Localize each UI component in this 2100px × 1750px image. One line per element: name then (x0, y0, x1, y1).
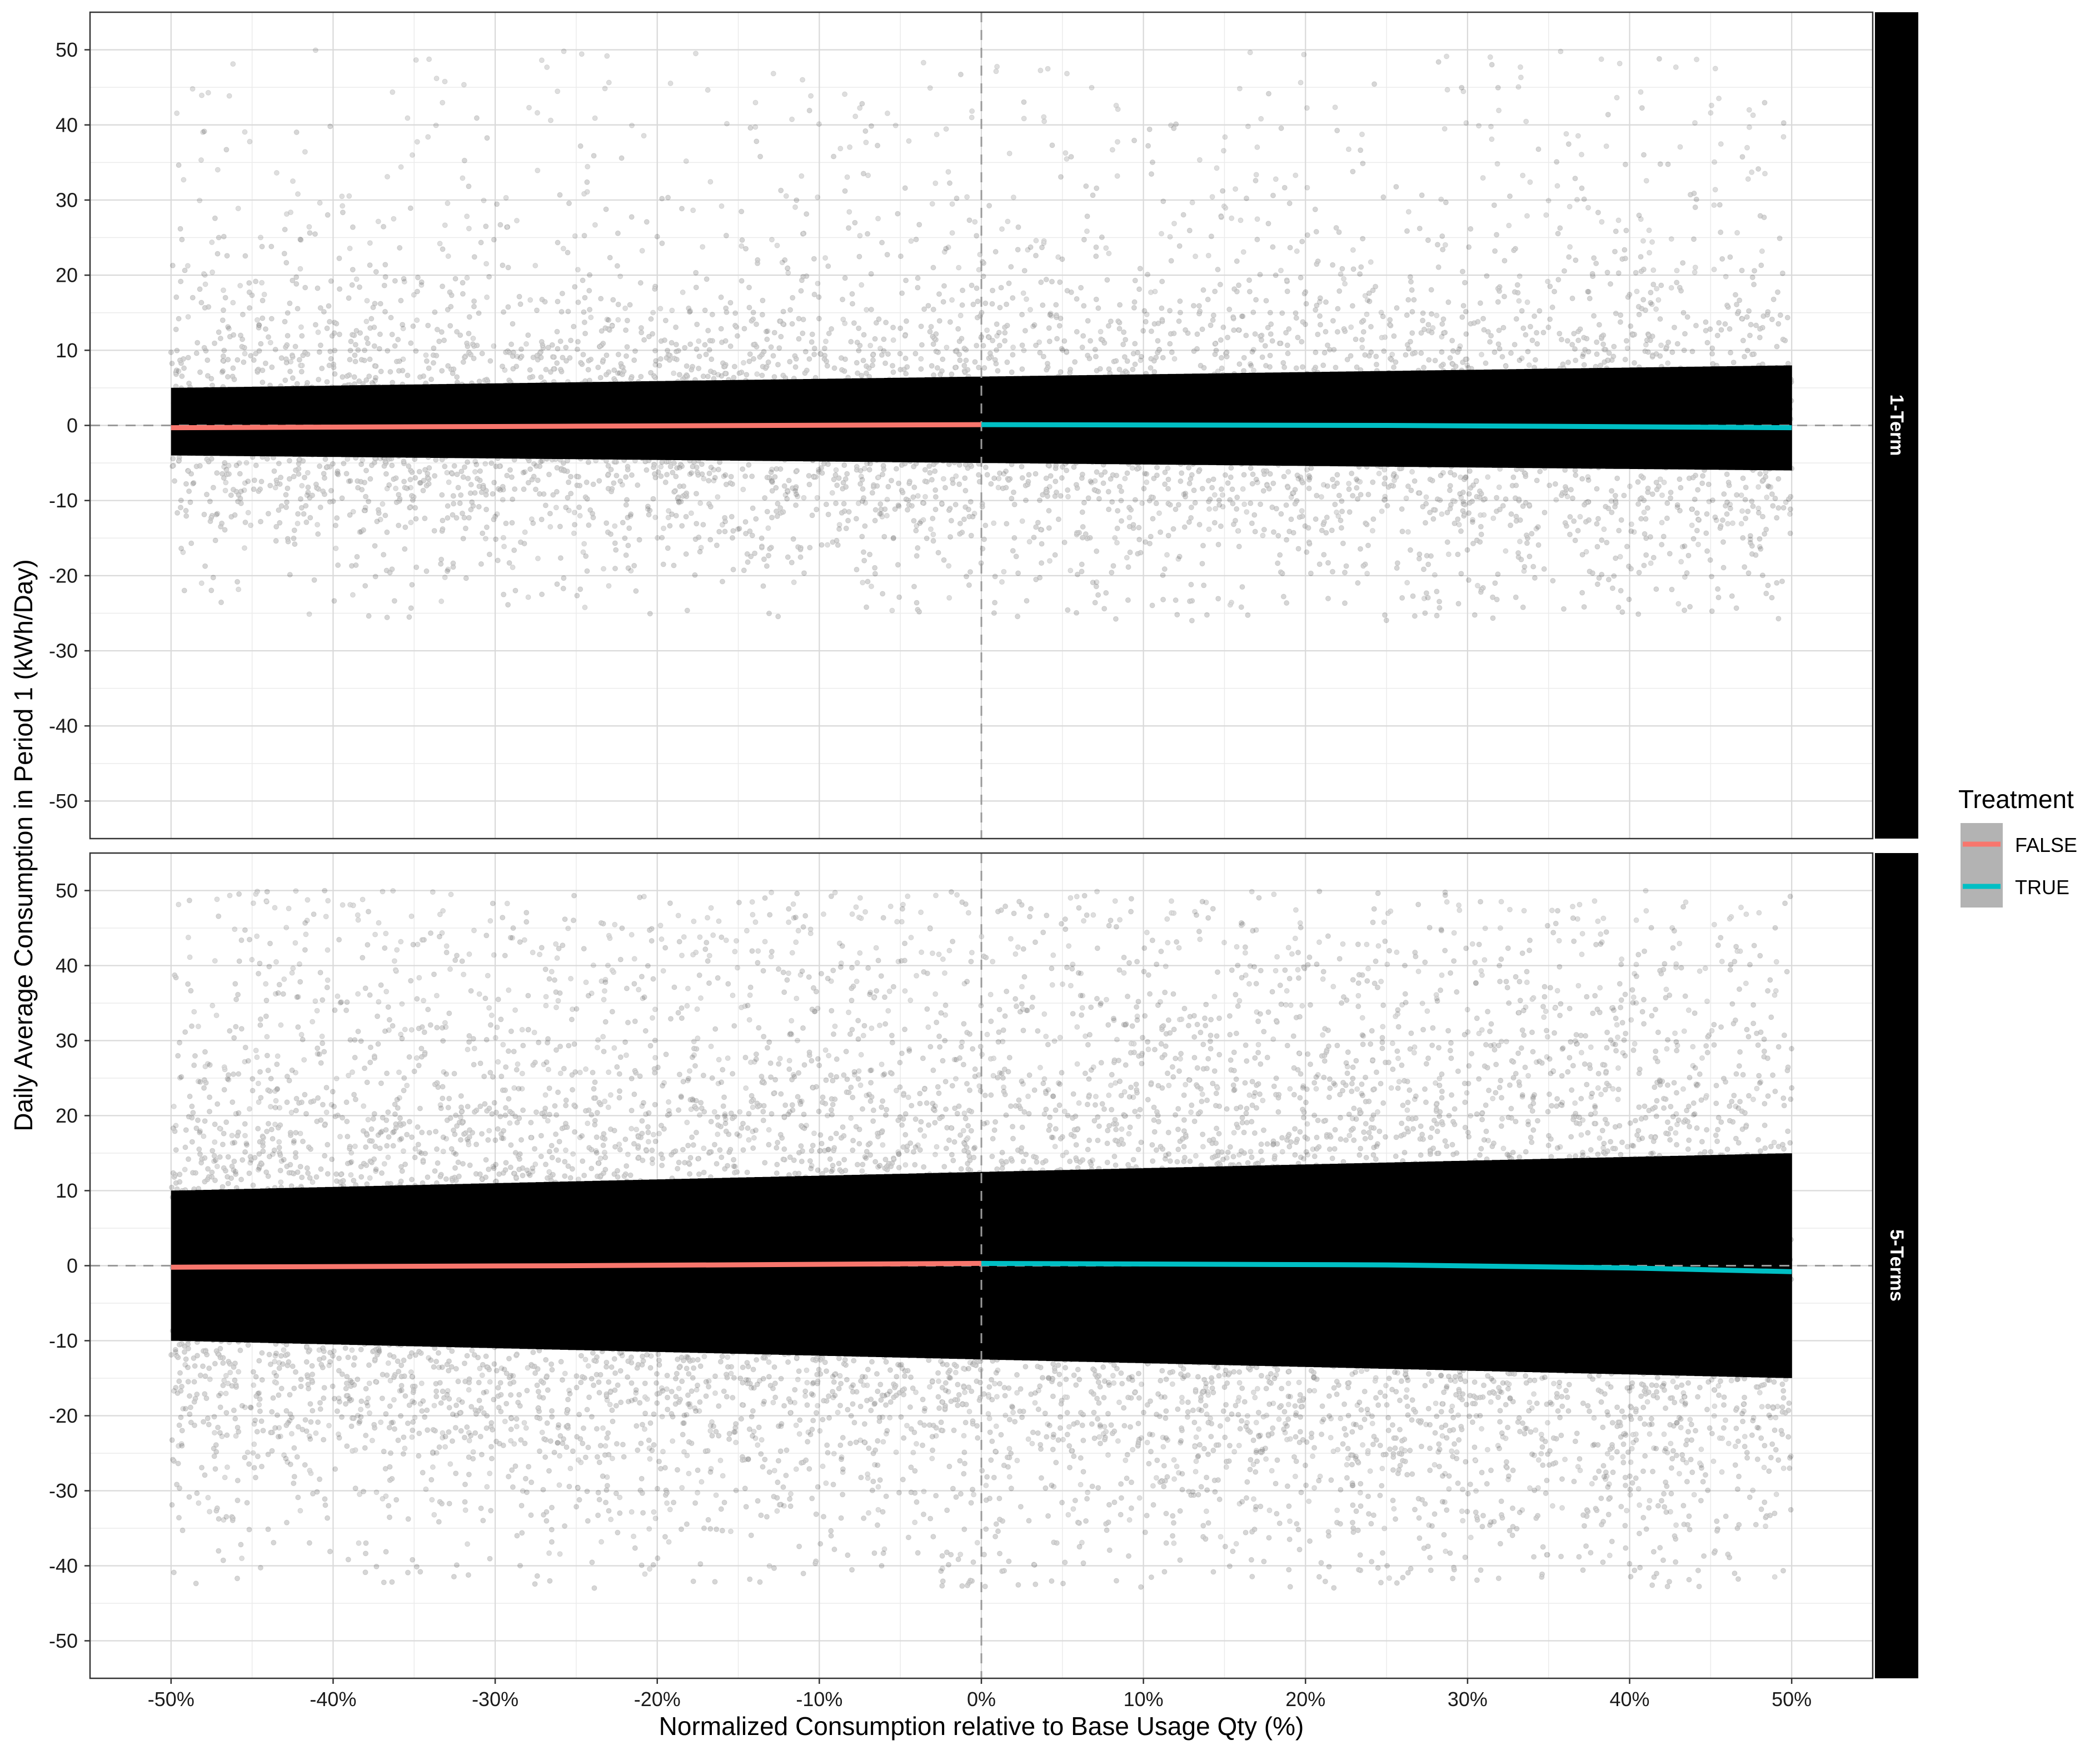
scatter-points-outliers (174, 47, 1793, 617)
panel-1: -50 -40 -30 -20 -10 0 10 20 30 40 50 1-Term (49, 11, 1918, 840)
x-tick-label: 20% (1285, 1688, 1325, 1711)
legend-label-false: FALSE (2015, 834, 2077, 856)
y-tick-label: 30 (56, 1029, 78, 1052)
y-tick-label: 50 (56, 879, 78, 902)
y-tick-label: -10 (49, 489, 78, 512)
legend-label-true: TRUE (2015, 876, 2069, 899)
fit-line-false (171, 1260, 982, 1270)
x-tick-label: -10% (796, 1688, 842, 1711)
legend-title: Treatment (1958, 785, 2074, 814)
x-tick-label: -30% (472, 1688, 518, 1711)
fit-line-true (981, 1260, 1792, 1274)
panel-1-fit-lines (171, 422, 1792, 431)
y-tick-label: -30 (49, 1479, 78, 1502)
y-tick-label: 0 (67, 1254, 78, 1277)
panel-2-y-axis: -50 -40 -30 -20 -10 0 10 20 30 40 50 (49, 879, 90, 1652)
panel-1-y-axis: -50 -40 -30 -20 -10 0 10 20 30 40 50 (49, 38, 90, 812)
x-tick-label: -50% (148, 1688, 194, 1711)
y-tick-label: -40 (49, 1554, 78, 1577)
x-axis: -50% -40% -30% -20% -10% 0% 10% 20% 30% 40% 50% (148, 1678, 1812, 1711)
point-cloud-core (171, 365, 1792, 471)
y-tick-label: 30 (56, 188, 78, 211)
x-tick-label: -40% (310, 1688, 356, 1711)
y-tick-label: -50 (49, 790, 78, 812)
y-tick-label: -40 (49, 715, 78, 737)
x-tick-label: 50% (1772, 1688, 1812, 1711)
y-tick-label: 20 (56, 1104, 78, 1127)
x-tick-label: 30% (1448, 1688, 1488, 1711)
x-axis-title: Normalized Consumption relative to Base … (659, 1712, 1304, 1741)
y-tick-label: 50 (56, 38, 78, 61)
x-tick-label: 10% (1124, 1688, 1164, 1711)
y-tick-label: -10 (49, 1329, 78, 1352)
y-tick-label: 10 (56, 1179, 78, 1202)
y-tick-label: 40 (56, 113, 78, 136)
y-tick-label: 40 (56, 954, 78, 977)
fit-line-true (981, 422, 1792, 431)
y-axis-title: Daily Average Consumption in Period 1 (k… (9, 559, 38, 1131)
legend: Treatment FALSE TRUE (1958, 785, 2077, 908)
panel-2-strip-label: 5-Terms (1886, 1229, 1907, 1302)
panel-2: -50 -40 -30 -20 -10 0 10 20 30 40 50 5-Terms (49, 852, 1918, 1679)
x-tick-label: 0% (967, 1688, 996, 1711)
y-tick-label: -20 (49, 564, 78, 587)
y-tick-label: 10 (56, 339, 78, 362)
scatter-points-outliers (171, 888, 1794, 1581)
fit-line-false (171, 422, 982, 431)
y-tick-label: -20 (49, 1404, 78, 1427)
scatter-points (168, 888, 1795, 1591)
panel-2-fit-lines (171, 1260, 1792, 1274)
x-tick-label: -20% (634, 1688, 681, 1711)
panel-1-strip (1875, 12, 1918, 839)
y-tick-label: -30 (49, 640, 78, 662)
panel-2-strip (1875, 853, 1918, 1678)
panel-1-strip-label: 1-Term (1886, 395, 1907, 456)
x-tick-label: 40% (1610, 1688, 1650, 1711)
y-tick-label: 0 (67, 414, 78, 437)
y-tick-label: 20 (56, 264, 78, 287)
y-tick-label: -50 (49, 1629, 78, 1652)
